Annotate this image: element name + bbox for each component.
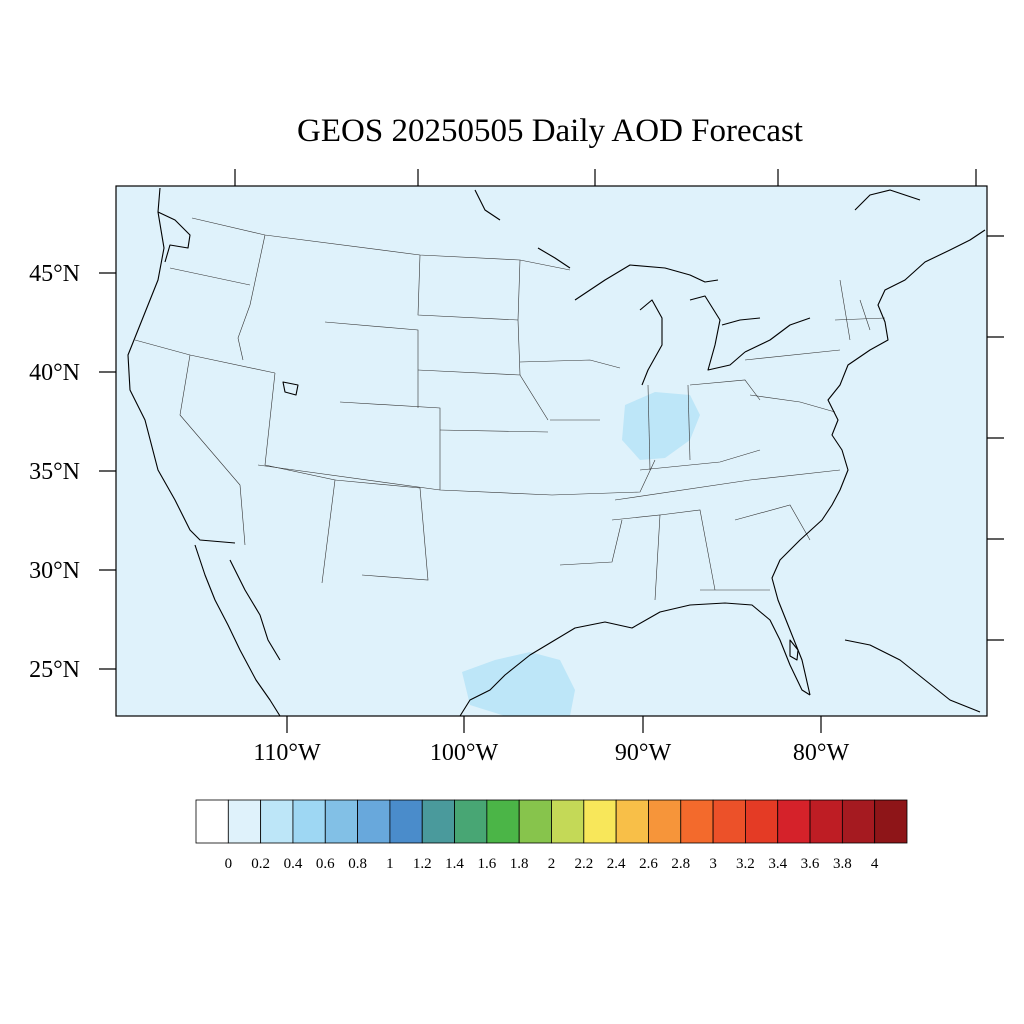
map-panel bbox=[116, 186, 987, 716]
colorbar-box bbox=[486, 799, 520, 844]
colorbar-box bbox=[454, 799, 488, 844]
aod-region-gulf-coast-core bbox=[462, 652, 575, 716]
colorbar-label: 1.8 bbox=[510, 856, 529, 872]
lon-label-90w: 90°W bbox=[615, 740, 672, 766]
colorbar-box bbox=[777, 799, 811, 844]
colorbar-box bbox=[389, 799, 423, 844]
colorbar-labels: 0 0.2 0.4 0.6 0.8 1 1.2 1.4 1.6 1.8 2 2.2 2.4 2.6 2.8 3… bbox=[225, 856, 879, 872]
colorbar-label: 0.8 bbox=[348, 856, 367, 872]
lon-label-110w: 110°W bbox=[253, 740, 321, 766]
lat-label-25n: 25°N bbox=[29, 657, 80, 683]
colorbar-label: 2.4 bbox=[607, 856, 626, 872]
colorbar-box bbox=[841, 799, 876, 844]
map-ticks bbox=[99, 169, 1004, 733]
colorbar-label: 3.8 bbox=[833, 856, 852, 872]
aod-region-atlantic-plume bbox=[815, 410, 892, 610]
lon-label-80w: 80°W bbox=[793, 740, 850, 766]
colorbar-label: 2.8 bbox=[671, 856, 690, 872]
map-title: GEOS 20250505 Daily AOD Forecast bbox=[297, 113, 803, 149]
colorbar-box bbox=[518, 799, 552, 844]
colorbar-label: 2.2 bbox=[574, 856, 593, 872]
colorbar-box bbox=[583, 799, 617, 844]
colorbar-label: 0.6 bbox=[316, 856, 335, 872]
state-borders bbox=[134, 217, 886, 601]
colorbar-label: 0.4 bbox=[284, 856, 303, 872]
colorbar-box bbox=[615, 799, 649, 844]
colorbar-label: 4 bbox=[871, 856, 879, 872]
colorbar-box bbox=[260, 799, 294, 844]
colorbar-label: 3 bbox=[709, 856, 717, 872]
lat-label-45n: 45°N bbox=[29, 261, 80, 287]
colorbar-label: 0.2 bbox=[251, 856, 270, 872]
aod-region-montana bbox=[345, 262, 392, 305]
aod-shading bbox=[160, 250, 987, 716]
colorbar-label: 1.6 bbox=[477, 856, 496, 872]
aod-region-northeast-plume bbox=[745, 250, 987, 365]
lon-label-100w: 100°W bbox=[430, 740, 499, 766]
colorbar-label: 0 bbox=[225, 856, 233, 872]
colorbar-box bbox=[195, 799, 229, 844]
coastlines bbox=[127, 187, 986, 716]
colorbar: 0 0.2 0.4 0.6 0.8 1 1.2 1.4 1.6 1.8 2 2.2 2.4 2.6 2.8 3… bbox=[195, 799, 908, 872]
colorbar-box bbox=[324, 799, 358, 844]
colorbar-label: 1.4 bbox=[445, 856, 464, 872]
colorbar-box bbox=[357, 799, 391, 844]
aod-region-baja-california bbox=[160, 512, 228, 618]
map-frame bbox=[115, 185, 988, 717]
colorbar-label: 2.6 bbox=[639, 856, 658, 872]
colorbar-box bbox=[421, 799, 455, 844]
colorbar-label: 1 bbox=[386, 856, 394, 872]
longitude-labels: 110°W 100°W 90°W 80°W bbox=[253, 740, 849, 766]
colorbar-boxes bbox=[195, 799, 908, 844]
lat-label-30n: 30°N bbox=[29, 558, 80, 584]
aod-region-new-mexico bbox=[384, 488, 428, 560]
colorbar-label: 3.4 bbox=[768, 856, 787, 872]
colorbar-box bbox=[874, 799, 908, 844]
colorbar-box bbox=[712, 799, 746, 844]
colorbar-box bbox=[809, 799, 843, 844]
colorbar-box bbox=[680, 799, 714, 844]
colorbar-label: 3.2 bbox=[736, 856, 755, 872]
colorbar-box bbox=[227, 799, 262, 844]
colorbar-box bbox=[745, 799, 779, 844]
lat-label-40n: 40°N bbox=[29, 360, 80, 386]
latitude-labels: 45°N 40°N 35°N 30°N 25°N bbox=[29, 261, 80, 683]
colorbar-label: 1.2 bbox=[413, 856, 432, 872]
aod-region-ohio-valley-core bbox=[622, 392, 700, 460]
colorbar-box bbox=[551, 799, 585, 844]
lat-label-35n: 35°N bbox=[29, 459, 80, 485]
colorbar-label: 2 bbox=[548, 856, 556, 872]
colorbar-box bbox=[292, 799, 326, 844]
colorbar-box bbox=[648, 799, 682, 844]
colorbar-label: 3.6 bbox=[801, 856, 820, 872]
